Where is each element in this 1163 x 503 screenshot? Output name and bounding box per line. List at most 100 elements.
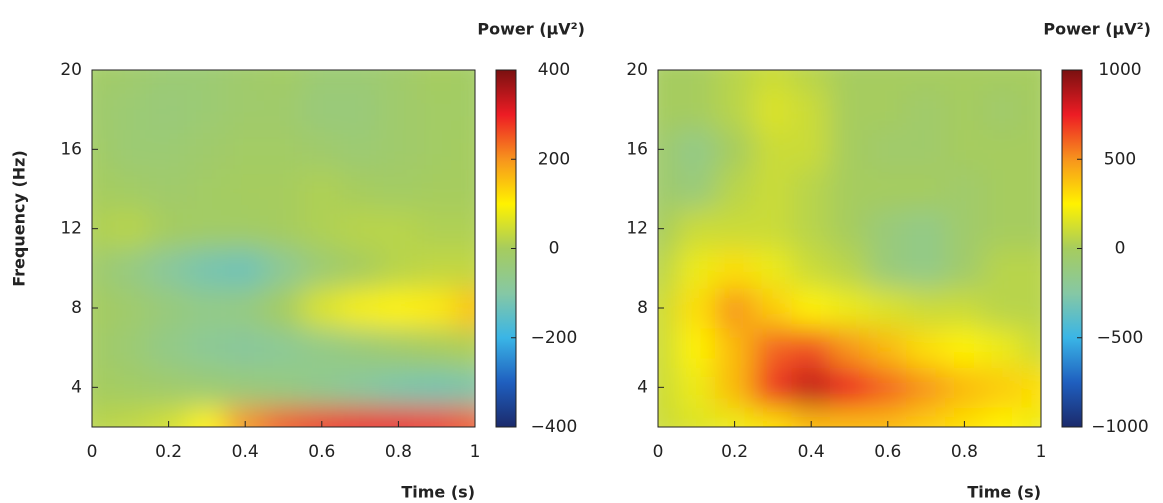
heatmap-cell [148,89,189,130]
heatmap-cell [983,208,1023,249]
heatmap-cell [829,70,870,91]
heatmap-cell [455,287,475,329]
y-tick-label: 4 [637,377,648,397]
heatmap-cell [148,168,189,210]
heatmap-cell [983,168,1023,210]
heatmap-cell [302,168,342,210]
heatmap-cell [658,89,678,130]
heatmap-cell [455,367,475,408]
heatmap-cell [791,89,831,130]
x-tick-label: 0.2 [721,442,748,462]
heatmap-cell [340,367,380,408]
heatmap-cell [92,89,112,130]
x-tick-label: 0 [87,442,98,462]
heatmap-cell [753,168,793,210]
x-tick-label: 0.6 [308,442,335,462]
heatmap-cell [92,168,112,210]
heatmap-cell [658,367,678,408]
heatmap-cell [658,70,678,91]
heatmap-cell [92,70,112,91]
heatmap-cell [658,208,678,249]
heatmap-cell [225,287,265,329]
heatmap-cell [417,208,457,249]
heatmap-cell [868,287,908,329]
heatmap-cell [417,168,457,210]
heatmap-cell [92,287,112,329]
heatmap-cell [340,406,380,427]
heatmap-cell [714,367,755,408]
colorbar-tick-label: 500 [1104,149,1136,169]
heatmap-cell [340,208,380,249]
heatmap-cell [302,248,342,289]
heatmap-cell [753,287,793,329]
heatmap-cell [302,70,342,91]
heatmap-cell [791,287,831,329]
heatmap-cell [658,168,678,210]
heatmap-cell [187,367,227,408]
heatmap-cell [302,406,342,427]
heatmap-cell [187,208,227,249]
heatmap-cell [187,287,227,329]
heatmap-cell [455,208,475,249]
heatmap-cell [753,327,793,368]
heatmap-cell [983,327,1023,368]
heatmap-cell [263,168,304,210]
heatmap-cell [225,89,265,130]
colorbar-label: Power (μV²) [1043,20,1151,39]
plot-area [92,70,475,427]
heatmap-cell [658,327,678,368]
heatmap-cell [791,129,831,170]
heatmap-cell [753,208,793,249]
plot-frame [657,69,1042,428]
heatmap-cell [791,208,831,249]
heatmap-cell [148,327,189,368]
heatmap-cell [455,168,475,210]
heatmap-cell [753,367,793,408]
heatmap-cell [791,406,831,427]
heatmap-cell [829,248,870,289]
heatmap-cell [868,406,908,427]
heatmap-cell [944,129,985,170]
heatmap-cell [983,129,1023,170]
heatmap-cell [110,287,150,329]
x-tick-label: 0.4 [232,442,259,462]
y-tick-label: 20 [60,60,82,80]
x-tick-label: 0.8 [385,442,412,462]
heatmap-cell [868,70,908,91]
heatmap-cell [110,208,150,249]
heatmap-cell [658,248,678,289]
heatmap-cell [225,248,265,289]
heatmap-cell [714,89,755,130]
heatmap-cell [455,406,475,427]
heatmap-cell [110,248,150,289]
y-tick-label: 16 [626,139,648,159]
heatmap-cell [263,248,304,289]
heatmap-cell [187,129,227,170]
heatmap-cell [92,367,112,408]
heatmap-cell [92,208,112,249]
heatmap-cell [187,406,227,427]
colorbar-tick-label: 400 [538,60,570,80]
heatmap-cell [417,287,457,329]
heatmap-cell [676,248,716,289]
heatmap-cell [148,367,189,408]
heatmap-cell [714,208,755,249]
heatmap-cell [944,89,985,130]
heatmap-cell [753,406,793,427]
heatmap-cell [302,327,342,368]
heatmap-cell [791,367,831,408]
heatmap-cell [417,248,457,289]
heatmap-cell [302,89,342,130]
heatmap-cell [983,287,1023,329]
heatmap-cell [983,70,1023,91]
heatmap-cell [944,367,985,408]
colorbar-label: Power (μV²) [477,20,585,39]
heatmap-cell [1021,367,1041,408]
heatmap-cell [378,248,419,289]
heatmap-cell [1021,129,1041,170]
heatmap-cell [148,208,189,249]
x-tick-label: 1 [1036,442,1047,462]
colorbar-tick-label: 0 [549,239,560,259]
heatmap-cell [791,168,831,210]
heatmap [92,70,475,427]
